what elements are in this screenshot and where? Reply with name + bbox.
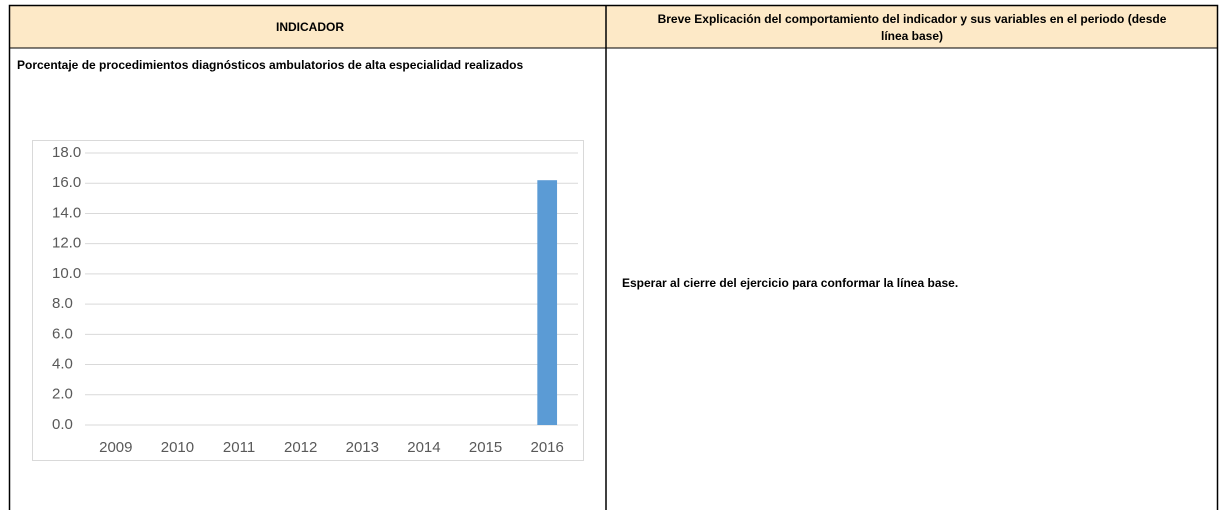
indicator-name: Porcentaje de procedimientos diagnóstico… — [17, 58, 523, 72]
y-tick-label: 6.0 — [52, 325, 73, 342]
header-row — [9, 5, 1218, 48]
x-tick-label: 2012 — [284, 439, 317, 456]
bar — [537, 180, 558, 425]
x-tick-label: 2009 — [99, 439, 132, 456]
y-tick-label: 10.0 — [52, 265, 81, 282]
y-tick-label: 8.0 — [52, 295, 73, 312]
header-explanation: Breve Explicación del comportamiento del… — [658, 12, 1167, 26]
table-border — [8, 4, 1219, 510]
x-tick-label: 2015 — [469, 439, 502, 456]
y-tick-label: 0.0 — [52, 416, 73, 433]
y-tick-label: 12.0 — [52, 235, 81, 252]
header-indicator: INDICADOR — [276, 20, 344, 34]
x-tick-label: 2013 — [346, 439, 379, 456]
x-tick-label: 2011 — [223, 439, 255, 456]
y-tick-label: 14.0 — [52, 204, 81, 221]
y-tick-label: 16.0 — [52, 174, 81, 191]
header-explanation: línea base) — [881, 29, 943, 43]
explanation-text: Esperar al cierre del ejercicio para con… — [622, 276, 958, 290]
y-tick-label: 4.0 — [52, 356, 73, 373]
x-tick-label: 2010 — [161, 439, 194, 456]
y-tick-label: 2.0 — [52, 386, 73, 403]
x-tick-label: 2016 — [531, 439, 564, 456]
y-tick-label: 18.0 — [52, 144, 81, 161]
chart-area — [32, 140, 584, 461]
x-tick-label: 2014 — [407, 439, 440, 456]
